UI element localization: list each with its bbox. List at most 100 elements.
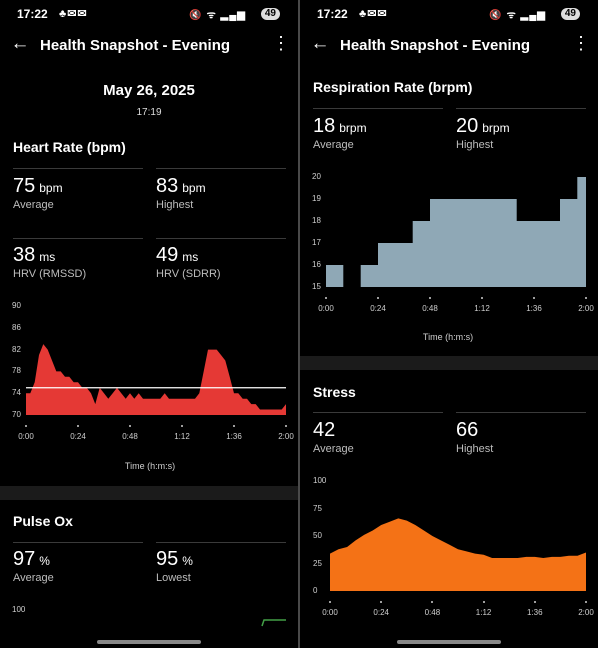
respiration-rate-x-tick-dot bbox=[481, 297, 483, 299]
hrv-sdrr-value: 49 ms bbox=[156, 244, 199, 266]
heart-rate-x-tick: 2:00 bbox=[278, 432, 294, 441]
notification-icons: ♣✉✉ bbox=[359, 8, 388, 20]
hrv-sdrr-label: HRV (SDRR) bbox=[156, 268, 221, 280]
respiration-rate-x-tick: 0:24 bbox=[370, 304, 386, 313]
heart-rate-title: Heart Rate (bpm) bbox=[13, 139, 126, 155]
system-icons: 🔇 ᯤ ▂▄▆ bbox=[489, 10, 546, 21]
heart-rate-x-tick-dot bbox=[233, 425, 235, 427]
heart-rate-x-tick: 1:36 bbox=[226, 432, 242, 441]
heart-rate-y-tick: 90 bbox=[12, 301, 21, 310]
heart-rate-average-label: Average bbox=[13, 199, 54, 211]
status-bar: 17:22 ♣✉✉ 🔇 ᯤ ▂▄▆ 49 bbox=[317, 6, 580, 22]
divider bbox=[13, 238, 143, 239]
section-separator bbox=[0, 486, 298, 500]
respiration-rate-x-tick: 2:00 bbox=[578, 304, 594, 313]
stress-x-tick-dot bbox=[431, 601, 434, 603]
heart-rate-y-tick: 82 bbox=[12, 344, 21, 354]
heart-rate-x-tick-dot bbox=[129, 425, 131, 427]
stress-x-tick: 0:24 bbox=[373, 608, 389, 617]
page-title: Health Snapshot - Evening bbox=[40, 37, 231, 54]
stress-x-tick: 0:48 bbox=[424, 608, 441, 617]
respiration-highest-value: 20 brpm bbox=[456, 115, 510, 137]
respiration-rate-x-tick-dot bbox=[325, 297, 327, 299]
divider bbox=[156, 542, 286, 543]
more-options-icon[interactable]: ⋮ bbox=[272, 33, 290, 53]
respiration-average-value: 18 brpm bbox=[313, 115, 367, 137]
divider bbox=[13, 168, 143, 169]
respiration-rate-x-tick: 0:48 bbox=[422, 304, 438, 313]
divider bbox=[156, 238, 286, 239]
heart-rate-x-tick-dot bbox=[285, 425, 287, 427]
more-options-icon[interactable]: ⋮ bbox=[572, 33, 590, 53]
respiration-rate-y-tick: 16 bbox=[312, 260, 321, 269]
stress-y-tick: 100 bbox=[313, 476, 327, 485]
back-arrow-icon[interactable]: ← bbox=[310, 33, 330, 54]
nav-handle[interactable] bbox=[97, 640, 201, 644]
notification-icons: ♣✉✉ bbox=[59, 8, 88, 20]
stress-x-tick-dot bbox=[482, 601, 485, 603]
stress-y-tick: 50 bbox=[313, 531, 322, 540]
respiration-rate-x-tick-dot bbox=[533, 297, 535, 299]
back-arrow-icon[interactable]: ← bbox=[10, 33, 30, 54]
respiration-rate-y-tick: 18 bbox=[312, 216, 321, 225]
divider bbox=[156, 168, 286, 169]
stress-x-tick-dot bbox=[585, 601, 587, 603]
screen-divider bbox=[298, 0, 300, 648]
stress-average-label: Average bbox=[313, 443, 354, 455]
respiration-highest-label: Highest bbox=[456, 139, 494, 151]
section-separator bbox=[300, 356, 598, 370]
stress-y-tick: 25 bbox=[313, 558, 322, 568]
stress-x-tick: 0:00 bbox=[322, 608, 338, 617]
respiration-x-axis-label: Time (h:m:s) bbox=[422, 332, 474, 342]
status-time: 17:22 bbox=[317, 7, 348, 21]
left-screen: 17:22 ♣✉✉ 🔇 ᯤ ▂▄▆ 49 ← Health Snapshot -… bbox=[0, 0, 298, 648]
heart-rate-average-value: 75 bpm bbox=[13, 175, 63, 197]
stress-x-tick-dot bbox=[329, 601, 331, 603]
pulse-ox-lowest-value: 95% bbox=[156, 548, 193, 570]
divider bbox=[456, 108, 586, 109]
status-time: 17:22 bbox=[17, 7, 48, 21]
heart-rate-x-tick-dot bbox=[25, 425, 27, 427]
respiration-rate-x-tick-dot bbox=[377, 297, 379, 299]
pulse-ox-average-value: 97% bbox=[13, 548, 50, 570]
pulse-ox-title: Pulse Ox bbox=[13, 513, 73, 529]
stress-y-tick: 75 bbox=[313, 503, 322, 513]
respiration-rate-y-tick: 15 bbox=[312, 282, 321, 291]
respiration-rate-x-tick: 1:12 bbox=[474, 304, 490, 313]
stress-x-tick: 1:36 bbox=[527, 608, 543, 617]
heart-rate-x-tick-dot bbox=[181, 425, 183, 427]
stress-x-tick: 2:00 bbox=[578, 608, 594, 617]
stress-average-value: 42 bbox=[313, 419, 336, 441]
stress-title: Stress bbox=[313, 384, 356, 400]
respiration-title: Respiration Rate (brpm) bbox=[313, 79, 473, 95]
respiration-rate-plot bbox=[326, 177, 586, 287]
heart-rate-highest-label: Highest bbox=[156, 199, 194, 211]
respiration-rate-area bbox=[326, 177, 586, 287]
pulse-ox-lowest-label: Lowest bbox=[156, 572, 191, 584]
respiration-rate-x-tick-dot bbox=[585, 297, 587, 299]
app-bar: ← Health Snapshot - Evening ⋮ bbox=[300, 33, 598, 56]
stress-x-tick: 1:12 bbox=[475, 608, 492, 617]
stress-x-tick-dot bbox=[380, 601, 383, 603]
app-bar: ← Health Snapshot - Evening ⋮ bbox=[0, 33, 298, 56]
heart-rate-x-axis-label: Time (h:m:s) bbox=[124, 461, 176, 471]
snapshot-time: 17:19 bbox=[136, 107, 162, 118]
respiration-rate-x-tick: 0:00 bbox=[318, 304, 334, 313]
battery-icon: 49 bbox=[560, 8, 580, 20]
heart-rate-x-tick-dot bbox=[77, 425, 79, 427]
nav-handle[interactable] bbox=[397, 640, 501, 644]
stress-highest-value: 66 bbox=[456, 419, 479, 441]
divider bbox=[13, 542, 143, 543]
stress-highest-label: Highest bbox=[456, 443, 494, 455]
heart-rate-x-tick: 0:24 bbox=[70, 432, 86, 441]
heart-rate-x-tick: 1:12 bbox=[174, 432, 190, 441]
system-icons: 🔇 ᯤ ▂▄▆ bbox=[189, 10, 246, 21]
heart-rate-y-tick: 74 bbox=[12, 388, 21, 398]
heart-rate-x-tick: 0:00 bbox=[18, 432, 34, 441]
respiration-rate-y-tick: 19 bbox=[312, 194, 321, 203]
hrv-rmssd-value: 38 ms bbox=[13, 244, 56, 266]
stress-plot bbox=[330, 518, 586, 591]
pulse-ox-y-tick: 100 bbox=[12, 605, 26, 614]
stress-x-tick-dot bbox=[533, 601, 536, 603]
hrv-rmssd-label: HRV (RMSSD) bbox=[13, 268, 87, 280]
